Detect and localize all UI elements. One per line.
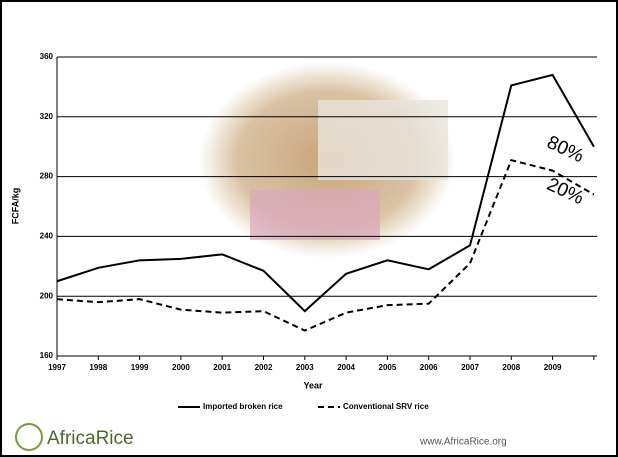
x-tick-label: 2004 bbox=[337, 363, 355, 372]
legend-label: Conventional SRV rice bbox=[343, 402, 429, 411]
y-tick-label: 160 bbox=[40, 351, 54, 360]
x-tick-label: 1999 bbox=[131, 363, 149, 372]
photo-bags bbox=[250, 190, 380, 240]
series-line bbox=[56, 73, 595, 313]
y-tick-label: 240 bbox=[40, 232, 54, 241]
x-tick-label: 2002 bbox=[255, 363, 273, 372]
x-tick-label: 2009 bbox=[544, 363, 562, 372]
x-tick-label: 1998 bbox=[89, 363, 107, 372]
x-tick-label: 2000 bbox=[172, 363, 190, 372]
y-tick-label: 200 bbox=[40, 291, 54, 300]
legend-label: Imported broken rice bbox=[203, 402, 283, 411]
y-axis-label: FCFA/kg bbox=[10, 188, 20, 225]
y-tick-label: 280 bbox=[40, 172, 54, 181]
x-tick-label: 1997 bbox=[48, 363, 66, 372]
y-tick-label: 360 bbox=[40, 52, 54, 61]
plot: 160 200 240 280 320 360 1997 1998 1999 2000 2001 20… bbox=[40, 52, 597, 411]
series-line bbox=[56, 158, 595, 332]
x-tick-label: 2006 bbox=[420, 363, 438, 372]
photo-building bbox=[318, 100, 448, 180]
x-axis-label: Year bbox=[303, 380, 323, 390]
x-tick-label: 2005 bbox=[379, 363, 397, 372]
logo-text: AfricaRice bbox=[47, 428, 134, 449]
website: www.AfricaRice.org bbox=[419, 437, 507, 448]
x-tick-label: 2007 bbox=[461, 363, 479, 372]
x-tick-label: 2008 bbox=[502, 363, 520, 372]
x-tick-label: 2003 bbox=[296, 363, 314, 372]
y-tick-label: 320 bbox=[40, 112, 54, 121]
logo-icon bbox=[15, 423, 43, 451]
x-tick-label: 2001 bbox=[213, 363, 231, 372]
